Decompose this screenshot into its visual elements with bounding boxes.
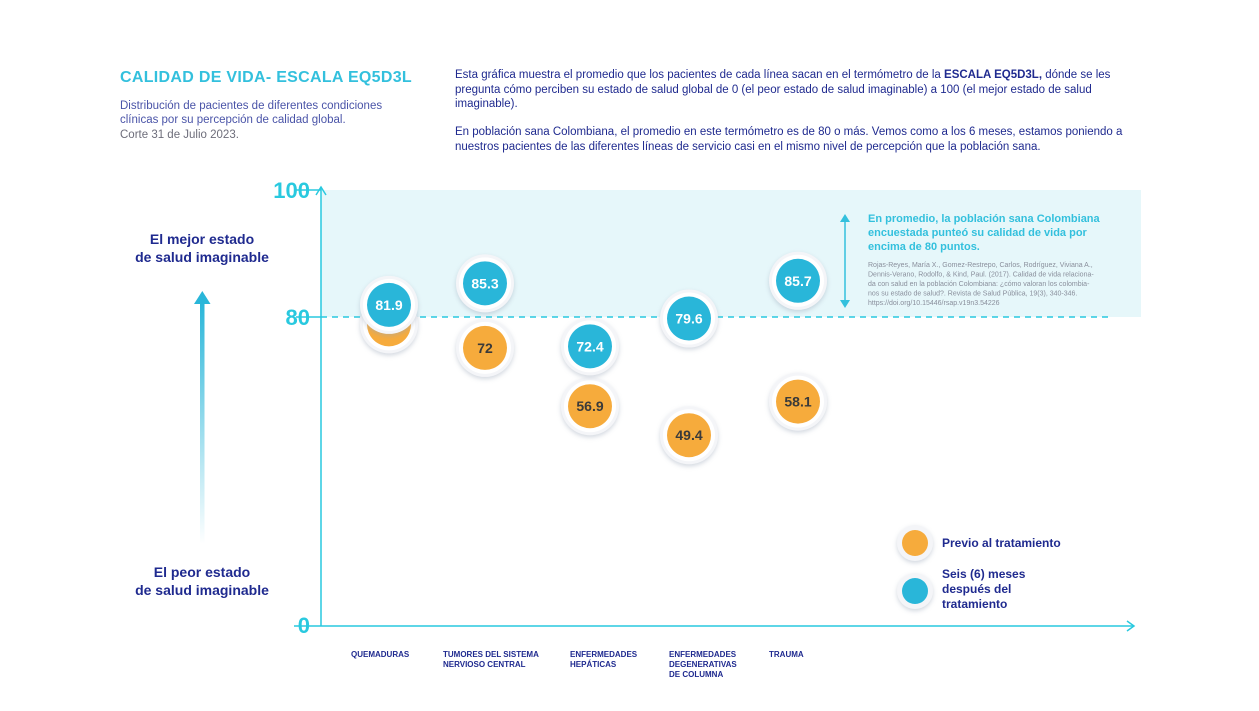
point-six-months[interactable]: 79.6 <box>660 289 718 348</box>
point-marker <box>463 325 507 370</box>
category-label-line: TUMORES DEL SISTEMA <box>443 650 539 659</box>
category-label: ENFERMEDADES DEGENERATIVAS DE COLUMNA <box>669 650 737 679</box>
point-marker <box>463 261 507 306</box>
cutoff-date: Corte 31 de Julio 2023. <box>120 129 239 141</box>
reference-citation-line: Rojas-Reyes, María X., Gomez-Restrepo, C… <box>868 262 1093 269</box>
y-axis-arrow <box>315 185 327 196</box>
category-label: TRAUMA <box>769 650 804 659</box>
reference-band <box>321 190 1141 317</box>
legend-label-six-months-line: tratamiento <box>942 597 1007 611</box>
category-label: QUEMADURAS <box>351 650 410 659</box>
reference-citation-line: Dennis-Verano, Rodolfo, & Kind, Paul. (2… <box>868 272 1094 279</box>
category-label-line: HEPÁTICAS <box>570 660 617 669</box>
point-six-months[interactable]: 85.3 <box>456 254 514 313</box>
reference-citation: Rojas-Reyes, María X., Gomez-Restrepo, C… <box>868 262 1094 307</box>
point-six-months[interactable]: 85.7 <box>769 251 827 310</box>
point-value-label: 81.9 <box>375 297 402 313</box>
scale-name: ESCALA EQ5D3L, <box>944 69 1043 81</box>
x-axis-arrow <box>1126 620 1136 632</box>
point-six-months[interactable]: 72.4 <box>561 317 619 376</box>
category-label: ENFERMEDADES HEPÁTICAS <box>570 650 638 669</box>
point-marker <box>667 413 711 458</box>
description-text-cont: dónde se les pregunta cómo perciben su e… <box>455 69 1111 110</box>
improvement-arrow-shaft <box>200 302 205 544</box>
point-marker <box>667 296 711 341</box>
point-marker <box>367 282 411 327</box>
point-pre-treatment[interactable]: 72 <box>456 318 514 377</box>
range-bracket-top-icon <box>840 214 850 222</box>
point-value-label: 56.9 <box>576 398 603 414</box>
category-label-line: ENFERMEDADES <box>570 650 638 659</box>
point-value-label: 72.4 <box>576 338 603 354</box>
reference-note-line: encuestada punteó su calidad de vida por <box>868 227 1088 239</box>
point-marker <box>568 384 612 429</box>
point-pre-treatment[interactable]: 49.4 <box>660 406 718 465</box>
reference-note-line: encima de 80 puntos. <box>868 241 980 253</box>
point-value-label: 72 <box>477 340 493 356</box>
worst-state-label: El peor estado de salud imaginable <box>135 564 269 598</box>
best-state-label-line: de salud imaginable <box>135 249 269 265</box>
reference-citation-line: da con salud en la población Colombiana:… <box>868 281 1090 288</box>
y-tick-label: 0 <box>298 613 310 638</box>
point-value-label: 58.1 <box>784 394 811 410</box>
y-tick-label: 80 <box>286 305 310 330</box>
category-label: TUMORES DEL SISTEMA NERVIOSO CENTRAL <box>443 650 539 669</box>
category-label-line: DEGENERATIVAS <box>669 660 737 669</box>
point-value-label: 85.7 <box>784 273 811 289</box>
description-text: Esta gráfica muestra el promedio que los… <box>455 69 945 81</box>
reference-note: En promedio, la población sana Colombian… <box>868 213 1101 253</box>
legend-label-six-months-line: Seis (6) meses <box>942 567 1026 581</box>
point-six-months[interactable]: 81.9 <box>360 275 418 334</box>
point-marker <box>776 258 820 303</box>
point-value-label: 49.4 <box>675 427 702 443</box>
legend-label-six-months-line: después del <box>942 582 1011 596</box>
category-label-line: DE COLUMNA <box>669 670 723 679</box>
reference-citation-line: nos su estado de salud?. Revista de Salu… <box>868 291 1077 298</box>
point-marker <box>776 379 820 424</box>
category-label-line: ENFERMEDADES <box>669 650 737 659</box>
category-label-line: NERVIOSO CENTRAL <box>443 660 526 669</box>
legend-label-pre-line: Previo al tratamiento <box>942 536 1061 550</box>
reference-note-line: En promedio, la población sana Colombian… <box>868 213 1101 225</box>
reference-citation-line: https://doi.org/10.15446/rsap.v19n3.5422… <box>868 300 1000 307</box>
point-pre-treatment[interactable]: 58.1 <box>769 372 827 431</box>
point-value-label: 85.3 <box>471 275 498 291</box>
improvement-arrow-icon <box>194 291 211 304</box>
best-state-label: El mejor estado de salud imaginable <box>135 231 269 265</box>
point-pre-treatment[interactable]: 56.9 <box>561 377 619 436</box>
y-tick-label: 100 <box>273 178 310 203</box>
point-value-label: 79.6 <box>675 311 702 327</box>
legend-marker-six-months <box>902 578 928 604</box>
category-label-line: QUEMADURAS <box>351 650 410 659</box>
description-paragraph-1: Esta gráfica muestra el promedio que los… <box>455 68 1145 112</box>
worst-state-label-line: de salud imaginable <box>135 582 269 598</box>
description-paragraph-2: En población sana Colombiana, el promedi… <box>455 126 1123 153</box>
category-label-line: TRAUMA <box>769 650 804 659</box>
legend-label-pre: Previo al tratamiento <box>942 536 1061 550</box>
best-state-label-line: El mejor estado <box>150 231 254 247</box>
range-bracket-bottom-icon <box>840 300 850 308</box>
point-marker <box>568 324 612 369</box>
page-title: CALIDAD DE VIDA- ESCALA EQ5D3L <box>120 69 412 86</box>
page-subtitle: Distribución de pacientes de diferentes … <box>120 100 383 126</box>
legend-marker-pre <box>902 530 928 556</box>
worst-state-label-line: El peor estado <box>154 564 250 580</box>
legend-label-six-months: Seis (6) meses después del tratamiento <box>942 567 1026 611</box>
